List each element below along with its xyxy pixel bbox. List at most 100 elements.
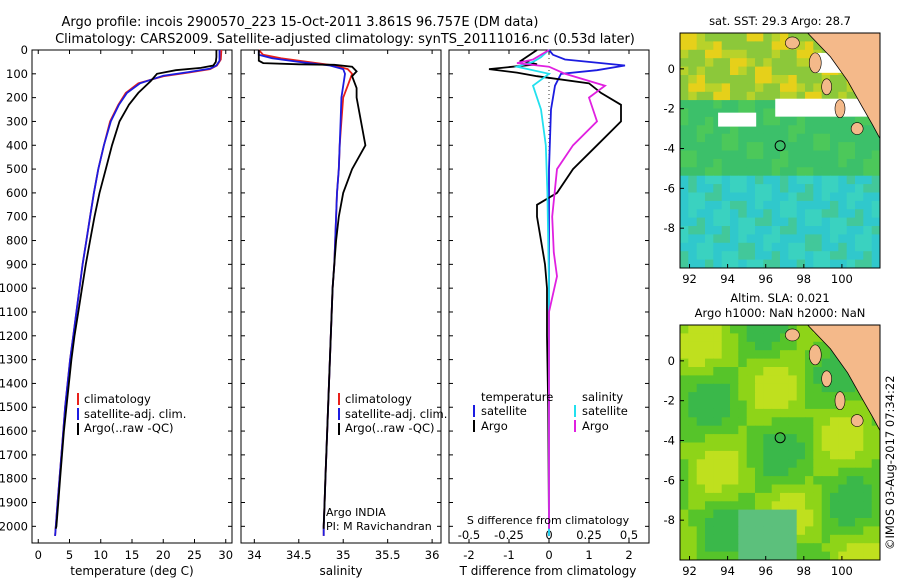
map-cell bbox=[788, 75, 798, 84]
map-cell bbox=[705, 150, 714, 160]
map-cell bbox=[821, 459, 831, 469]
map-cell bbox=[846, 226, 856, 235]
map-cell bbox=[713, 392, 723, 402]
map-cell bbox=[838, 434, 848, 444]
temperature-panel-frame bbox=[31, 49, 233, 544]
map-cell bbox=[780, 534, 789, 544]
map-cell bbox=[688, 200, 698, 210]
map-cell bbox=[688, 333, 698, 343]
s-tick-label: 0.5 bbox=[620, 528, 638, 542]
map-cell bbox=[730, 184, 739, 194]
map-cell bbox=[730, 83, 739, 93]
map-cell bbox=[755, 184, 764, 194]
map-cell bbox=[780, 234, 789, 244]
map-cell bbox=[771, 534, 781, 544]
map-cell bbox=[705, 175, 714, 185]
map-cell bbox=[830, 476, 839, 486]
map-cell bbox=[688, 217, 698, 227]
map-cell bbox=[863, 242, 873, 252]
depth-tick-label: 1600 bbox=[0, 424, 28, 438]
map-cell bbox=[721, 75, 731, 84]
map-cell bbox=[805, 543, 814, 553]
map-cell bbox=[696, 100, 706, 110]
map-cell bbox=[713, 492, 723, 502]
map-cell bbox=[821, 125, 831, 135]
island bbox=[850, 414, 864, 427]
map-cell bbox=[788, 58, 798, 68]
map-cell bbox=[771, 442, 781, 452]
map-cell bbox=[688, 400, 698, 410]
map-cell bbox=[721, 534, 731, 544]
depth-tick-label: 1000 bbox=[0, 281, 28, 295]
map-cell bbox=[863, 234, 873, 244]
map-cell bbox=[780, 375, 789, 385]
map-cell bbox=[846, 234, 856, 244]
depth-tick-label: 1700 bbox=[0, 448, 28, 462]
map-cell bbox=[763, 158, 773, 168]
map-cell bbox=[830, 209, 839, 219]
map-cell bbox=[780, 425, 789, 435]
map-cell bbox=[730, 226, 739, 235]
map-cell bbox=[863, 209, 873, 219]
map-cell bbox=[680, 259, 689, 268]
map-cell bbox=[838, 518, 848, 527]
map-cell bbox=[688, 551, 698, 560]
map-cell bbox=[696, 66, 706, 76]
salinity-xlabel: salinity bbox=[319, 564, 362, 578]
map-cell bbox=[738, 175, 748, 185]
map-cell bbox=[771, 242, 781, 252]
map-cell bbox=[830, 383, 839, 393]
map-x-tick-label: 92 bbox=[682, 272, 697, 286]
map-cell bbox=[813, 476, 823, 486]
map-cell bbox=[755, 509, 764, 519]
map-cell bbox=[871, 259, 880, 268]
map-cell bbox=[696, 175, 706, 185]
salinity-legend: climatology satellite-adj. clim. Argo(..… bbox=[338, 392, 447, 435]
map-cell bbox=[738, 450, 748, 460]
map-frame bbox=[679, 324, 881, 561]
map-cell bbox=[755, 259, 764, 268]
map-cell bbox=[730, 125, 739, 135]
map-cell bbox=[763, 217, 773, 227]
map-cell bbox=[830, 133, 839, 143]
map-cell bbox=[738, 226, 748, 235]
map-cell bbox=[696, 49, 706, 59]
map-cell bbox=[680, 350, 689, 360]
map-cell bbox=[705, 192, 714, 202]
x-tick-label: 10 bbox=[93, 548, 108, 562]
map-cell bbox=[780, 467, 789, 477]
map-cell bbox=[855, 408, 864, 418]
map-cell bbox=[721, 408, 731, 418]
map-cell bbox=[788, 425, 798, 435]
map-cell bbox=[871, 501, 880, 511]
map-cell bbox=[771, 251, 781, 261]
map-cell bbox=[846, 408, 856, 418]
map-cell bbox=[730, 408, 739, 418]
map-cell bbox=[863, 434, 873, 444]
map-cell bbox=[721, 41, 731, 51]
map-cell bbox=[755, 200, 764, 210]
map-cell bbox=[763, 501, 773, 511]
map-cell bbox=[755, 83, 764, 93]
map-cell bbox=[680, 543, 689, 553]
map-cell bbox=[763, 100, 773, 110]
map-cell bbox=[871, 459, 880, 469]
map-cell bbox=[821, 383, 831, 393]
map-cell bbox=[830, 242, 839, 252]
map-cell bbox=[705, 417, 714, 427]
map-cell bbox=[813, 501, 823, 511]
map-cell bbox=[746, 167, 756, 177]
s-tick-label: -0.5 bbox=[458, 528, 480, 542]
map-cell bbox=[863, 518, 873, 527]
map-cell bbox=[755, 41, 764, 51]
map-cell bbox=[838, 83, 848, 93]
map-cell bbox=[763, 367, 773, 376]
map-cell bbox=[688, 442, 698, 452]
map-cell bbox=[746, 175, 756, 185]
map-cell bbox=[780, 509, 789, 519]
map-cell bbox=[688, 150, 698, 160]
map-cell bbox=[755, 534, 764, 544]
map-cell bbox=[788, 49, 798, 59]
map-cell bbox=[738, 158, 748, 168]
